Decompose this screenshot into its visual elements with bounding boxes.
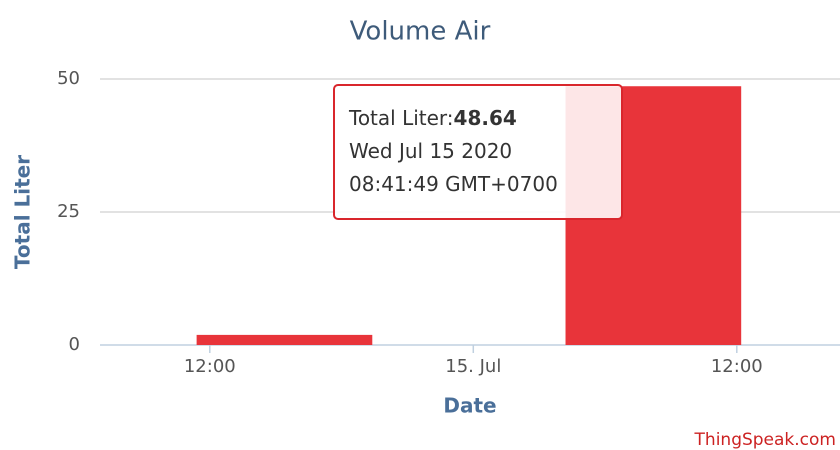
x-axis-label: Date bbox=[443, 394, 496, 418]
tooltip-value-line: Total Liter:48.64 bbox=[349, 102, 607, 135]
y-tick-label: 25 bbox=[57, 201, 80, 222]
y-tick-label: 50 bbox=[57, 68, 80, 89]
credit: ThingSpeak.com bbox=[694, 430, 836, 450]
x-tick-label: 12:00 bbox=[184, 356, 236, 377]
tooltip-value: 48.64 bbox=[453, 106, 517, 130]
chart-title: Volume Air bbox=[350, 17, 491, 47]
tooltip-date: Wed Jul 15 2020 bbox=[349, 139, 513, 163]
y-axis-label: Total Liter bbox=[11, 155, 35, 269]
tooltip-time: 08:41:49 GMT+0700 bbox=[349, 172, 558, 196]
y-tick-label: 0 bbox=[69, 334, 80, 355]
tooltip-label: Total Liter: bbox=[349, 106, 454, 130]
x-tick-label: 12:00 bbox=[711, 356, 763, 377]
x-tick-label: 15. Jul bbox=[445, 356, 501, 377]
tooltip: Total Liter:48.64 Wed Jul 15 2020 08:41:… bbox=[333, 84, 623, 220]
bar bbox=[196, 334, 373, 345]
